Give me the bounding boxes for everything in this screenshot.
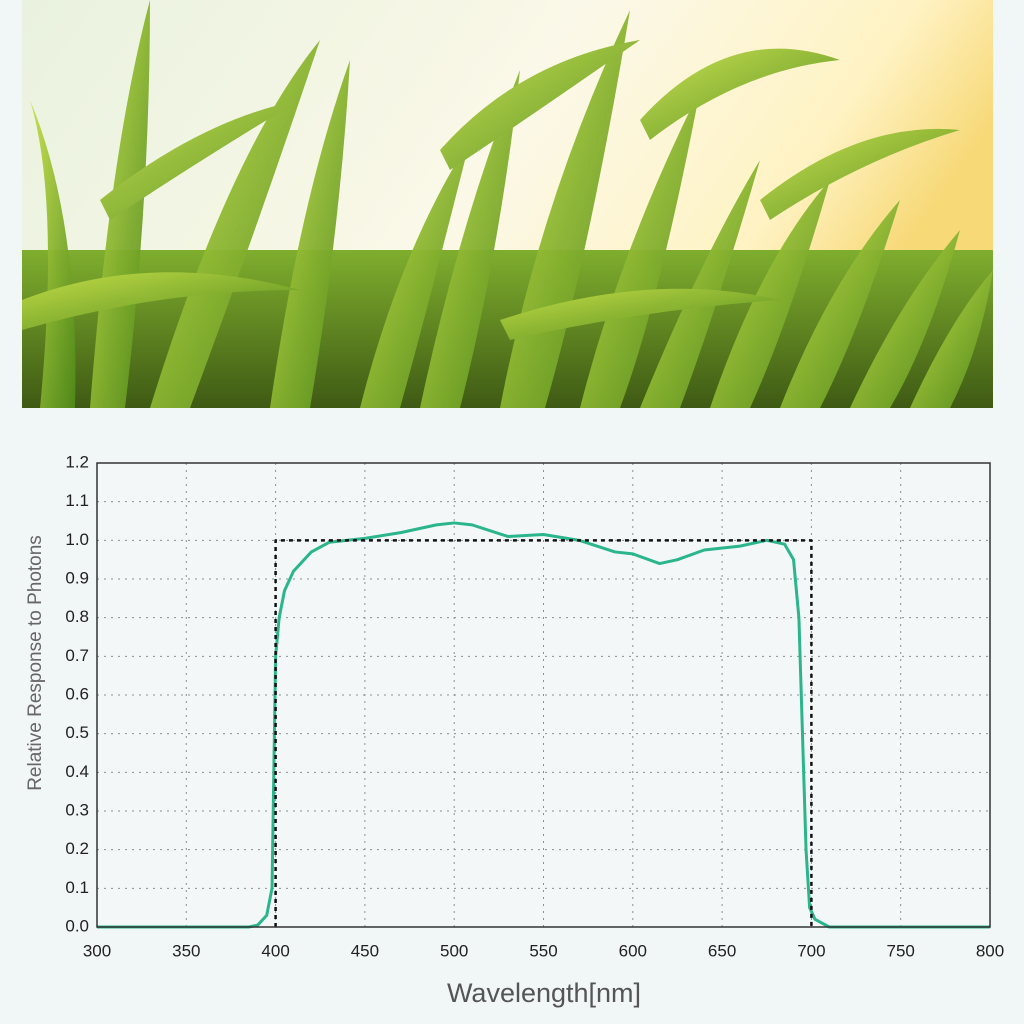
x-tick-label: 700 <box>797 941 825 960</box>
y-axis-label: Relative Response to Photons <box>25 535 46 791</box>
reference-line <box>274 539 813 927</box>
y-tick-label: 1.2 <box>65 452 89 471</box>
y-tick-label: 0.5 <box>65 723 89 742</box>
x-tick-label: 750 <box>887 941 915 960</box>
x-tick-label: 650 <box>708 941 736 960</box>
x-tick-label: 350 <box>172 941 200 960</box>
y-tick-label: 0.0 <box>65 916 89 935</box>
y-tick-label: 1.0 <box>65 530 89 549</box>
x-tick-label: 550 <box>529 941 557 960</box>
y-tick-label: 0.7 <box>65 646 89 665</box>
x-tick-label: 800 <box>976 941 1004 960</box>
response-line <box>97 521 990 929</box>
x-axis-label: Wavelength[nm] <box>447 978 641 1008</box>
x-tick-label: 600 <box>619 941 647 960</box>
y-tick-label: 1.1 <box>65 491 89 510</box>
y-tick-label: 0.6 <box>65 684 89 703</box>
x-tick-label: 400 <box>261 941 289 960</box>
x-tick-label: 300 <box>83 941 111 960</box>
x-tick-label: 500 <box>440 941 468 960</box>
y-tick-label: 0.8 <box>65 607 89 626</box>
y-tick-label: 0.1 <box>65 878 89 897</box>
photo <box>22 0 993 408</box>
y-tick-label: 0.9 <box>65 568 89 587</box>
y-tick-label: 0.4 <box>65 762 89 781</box>
y-tick-label: 0.2 <box>65 839 89 858</box>
x-tick-label: 450 <box>351 941 379 960</box>
y-tick-label: 0.3 <box>65 800 89 819</box>
plot-frame <box>96 462 991 928</box>
